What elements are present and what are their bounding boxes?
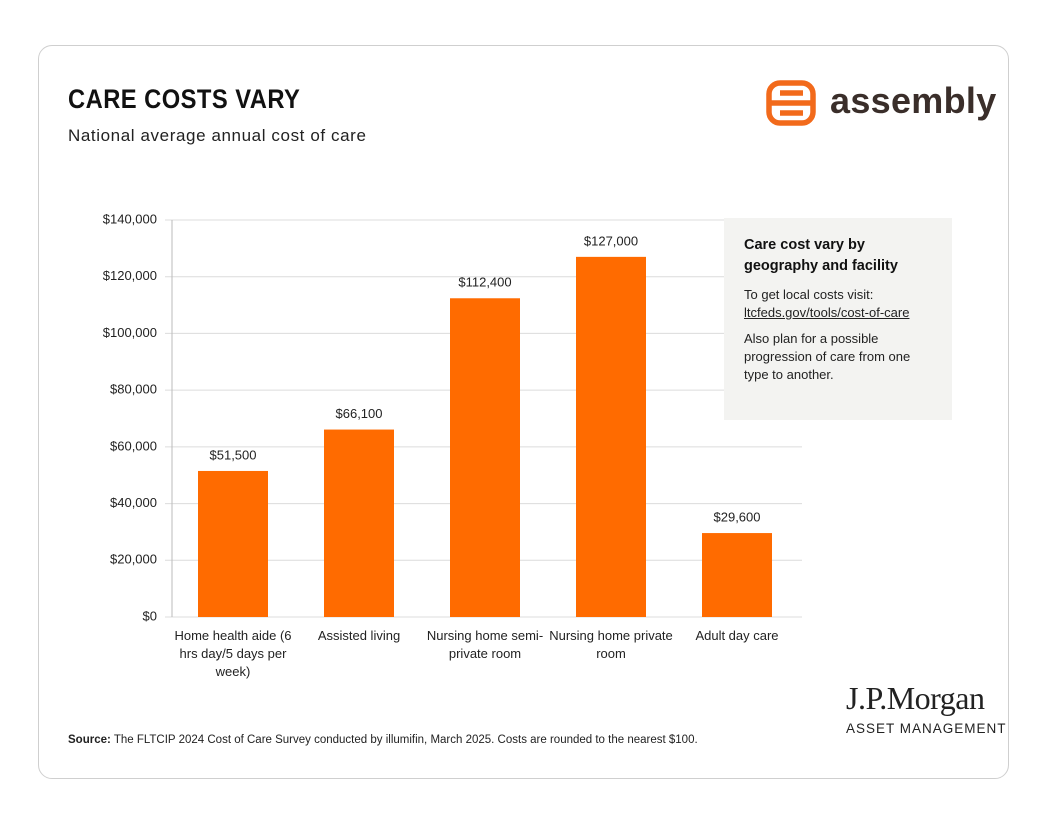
y-tick-label: $0: [143, 608, 157, 623]
x-tick-label: Assisted living: [317, 628, 401, 643]
note-title: Care cost vary by geography and facility: [744, 237, 898, 274]
y-tick-label: $40,000: [110, 495, 157, 510]
source: Source: The FLTCIP 2024 Cost of Care Sur…: [68, 734, 698, 746]
note-text: Also plan for a possible progression of …: [744, 331, 911, 382]
note-box: Care cost vary by geography and facility…: [724, 218, 952, 420]
y-tick-label: $120,000: [103, 268, 157, 283]
x-tick-label: Adult day care: [695, 628, 779, 643]
brand: J.P.Morgan: [846, 680, 985, 716]
value-label: $127,000: [584, 233, 638, 248]
chart-title: CARE COSTS VARY: [68, 84, 301, 114]
x-tick-label: Nursing home private room: [549, 628, 673, 661]
value-label: $66,100: [336, 406, 383, 421]
value-label: $29,600: [714, 510, 761, 525]
y-tick-label: $20,000: [110, 552, 157, 567]
bar: [450, 298, 520, 617]
bar: [324, 429, 394, 617]
y-tick-label: $60,000: [110, 438, 157, 453]
y-tick-label: $140,000: [103, 211, 157, 226]
x-tick-label: Nursing home semi-private room: [426, 628, 544, 661]
bar: [576, 256, 646, 617]
y-tick-label: $100,000: [103, 325, 157, 340]
note-link[interactable]: ltcfeds.gov/tools/cost-of-care: [744, 305, 910, 320]
logo-text: assembly: [830, 80, 997, 121]
card: [38, 45, 1009, 779]
value-label: $51,500: [210, 447, 257, 462]
bar: [198, 470, 268, 617]
value-label: $112,400: [458, 275, 511, 290]
brand-sub: ASSET MANAGEMENT: [846, 721, 1007, 736]
bar: [702, 533, 772, 617]
chart-subtitle: National average annual cost of care: [68, 126, 367, 145]
y-tick-label: $80,000: [110, 382, 157, 397]
note-text: To get local costs visit:: [744, 287, 874, 302]
source-label: Source:: [68, 734, 111, 746]
x-tick-label: Home health aide (6 hrs day/5 days per w…: [174, 628, 292, 679]
source-text: The FLTCIP 2024 Cost of Care Survey cond…: [113, 734, 698, 746]
logo-icon: [766, 80, 816, 126]
